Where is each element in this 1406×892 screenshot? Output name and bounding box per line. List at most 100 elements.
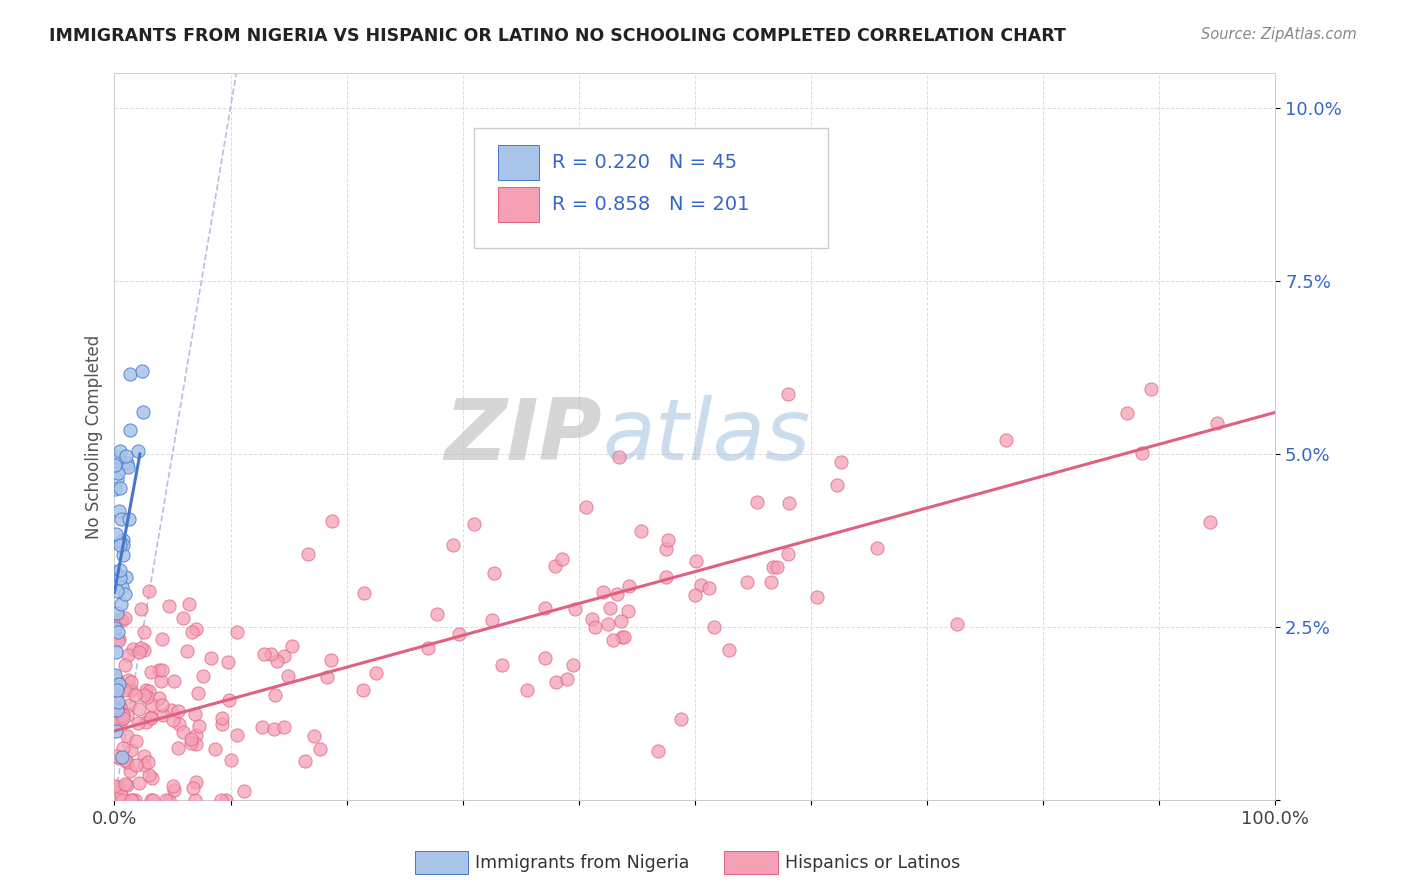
Point [866, 541, 889, 555]
Point [211, 711, 233, 725]
Point [111, 710, 134, 724]
Point [211, 717, 233, 731]
Point [441, 538, 464, 552]
Point [277, 669, 299, 683]
Point [273, 720, 295, 734]
Text: IMMIGRANTS FROM NIGERIA VS HISPANIC OR LATINO NO SCHOOLING COMPLETED CORRELATION: IMMIGRANTS FROM NIGERIA VS HISPANIC OR L… [49, 27, 1066, 45]
Point [166, 741, 188, 756]
Point [108, 481, 131, 495]
Point [309, 742, 332, 756]
FancyBboxPatch shape [474, 128, 828, 247]
Point [125, 757, 148, 772]
Point [321, 653, 343, 667]
Point [187, 686, 209, 700]
Point [747, 495, 769, 509]
Text: Hispanics or Latinos: Hispanics or Latinos [785, 855, 960, 872]
Point [108, 571, 131, 585]
Point [150, 632, 173, 647]
Point [655, 542, 678, 557]
Point [685, 554, 707, 568]
Point [172, 724, 194, 739]
Point [184, 738, 207, 752]
Point [111, 741, 134, 756]
Point [263, 688, 285, 702]
Point [108, 563, 131, 577]
Point [118, 698, 141, 712]
Point [105, 683, 128, 698]
Point [115, 456, 138, 470]
Point [138, 767, 160, 781]
Point [108, 535, 131, 549]
Point [114, 570, 136, 584]
Point [104, 482, 127, 496]
Point [128, 776, 150, 790]
Point [685, 588, 707, 602]
Point [139, 793, 162, 807]
Point [690, 578, 713, 592]
Point [108, 677, 131, 691]
Point [124, 688, 146, 702]
Point [806, 590, 828, 604]
Point [148, 691, 170, 706]
Point [186, 775, 208, 789]
Point [592, 584, 614, 599]
Point [114, 777, 136, 791]
Point [142, 793, 165, 807]
Point [120, 793, 142, 807]
Point [321, 514, 343, 528]
Point [294, 754, 316, 768]
Point [120, 764, 142, 779]
Point [606, 587, 628, 601]
Point [108, 612, 131, 626]
Point [263, 722, 285, 736]
Point [266, 655, 288, 669]
Point [209, 793, 232, 807]
Point [534, 651, 557, 665]
Point [108, 444, 131, 458]
Point [180, 736, 202, 750]
Point [152, 707, 174, 722]
Point [132, 748, 155, 763]
Point [138, 584, 160, 599]
Point [129, 601, 152, 615]
Point [218, 692, 240, 706]
Point [111, 538, 134, 552]
Point [219, 753, 242, 767]
Point [482, 566, 505, 581]
Point [735, 575, 758, 590]
Point [778, 496, 800, 510]
Point [118, 423, 141, 437]
Point [1206, 417, 1229, 431]
Point [1116, 406, 1139, 420]
Point [491, 657, 513, 672]
Point [463, 516, 485, 531]
Point [555, 673, 578, 687]
Point [416, 640, 439, 655]
Point [163, 674, 186, 689]
Point [115, 778, 138, 792]
Point [107, 633, 129, 648]
Point [112, 533, 135, 548]
Point [167, 705, 190, 719]
Point [118, 367, 141, 381]
Point [108, 751, 131, 765]
Point [120, 682, 142, 697]
Point [214, 793, 236, 807]
Point [104, 458, 127, 472]
Point [108, 780, 131, 795]
Point [132, 643, 155, 657]
Point [630, 524, 652, 538]
Point [104, 779, 127, 793]
Point [759, 575, 782, 590]
Point [114, 658, 136, 673]
Point [110, 789, 132, 803]
Point [259, 647, 281, 661]
Point [647, 744, 669, 758]
Point [226, 624, 249, 639]
Point [111, 750, 134, 764]
Point [825, 477, 848, 491]
Point [110, 569, 132, 583]
Point [718, 643, 741, 657]
Point [613, 630, 636, 644]
Point [352, 683, 374, 698]
